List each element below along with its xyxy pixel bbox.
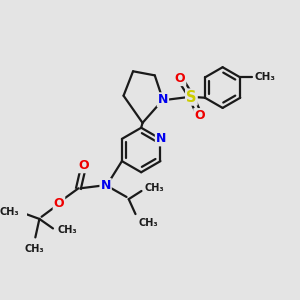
Text: CH₃: CH₃ [254,72,275,82]
Text: N: N [158,93,168,106]
Text: CH₃: CH₃ [0,207,19,217]
Text: N: N [156,132,166,146]
Text: O: O [194,109,205,122]
Text: CH₃: CH₃ [145,183,165,193]
Text: O: O [78,159,89,172]
Text: N: N [100,179,111,192]
Text: O: O [54,197,64,210]
Text: CH₃: CH₃ [57,225,77,235]
Text: S: S [186,90,197,105]
Text: CH₃: CH₃ [24,244,44,254]
Text: O: O [175,72,185,85]
Text: CH₃: CH₃ [138,218,158,228]
